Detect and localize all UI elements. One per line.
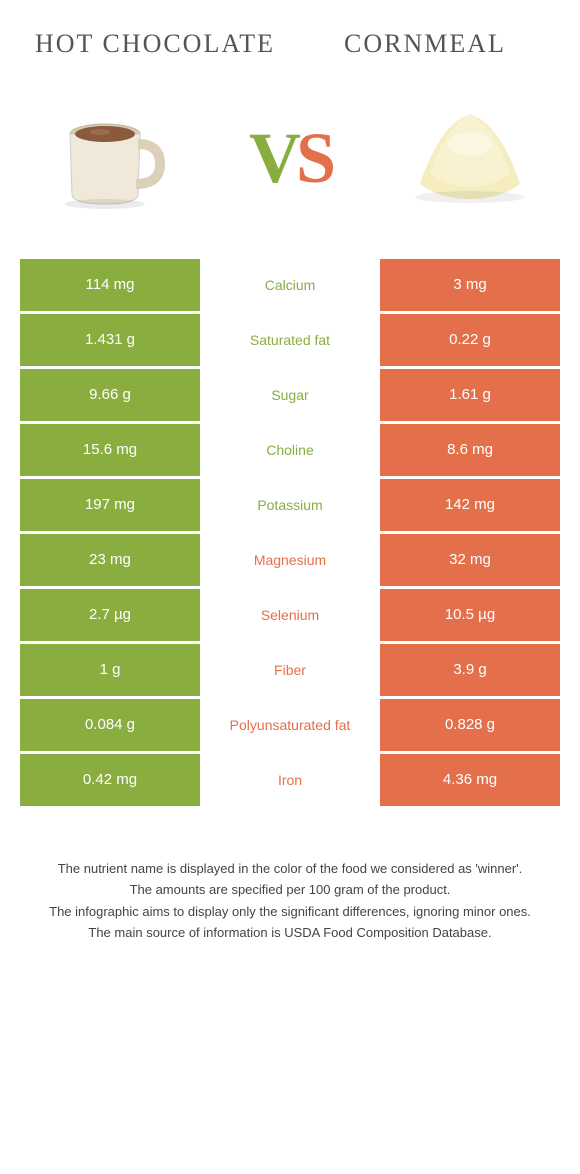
left-value: 23 mg xyxy=(20,534,200,586)
nutrient-label: Fiber xyxy=(200,644,380,696)
footer-line-4: The main source of information is USDA F… xyxy=(30,923,550,943)
left-value: 0.084 g xyxy=(20,699,200,751)
nutrient-label: Magnesium xyxy=(200,534,380,586)
table-row: 197 mgPotassium142 mg xyxy=(20,479,560,534)
left-value: 2.7 µg xyxy=(20,589,200,641)
table-row: 1 gFiber3.9 g xyxy=(20,644,560,699)
nutrient-label: Saturated fat xyxy=(200,314,380,366)
vs-s: S xyxy=(296,118,331,198)
footer-line-1: The nutrient name is displayed in the co… xyxy=(30,859,550,879)
nutrient-label: Potassium xyxy=(200,479,380,531)
left-food-title: Hot chocolate xyxy=(30,30,290,59)
right-value: 4.36 mg xyxy=(380,754,560,806)
table-row: 0.084 gPolyunsaturated fat0.828 g xyxy=(20,699,560,754)
nutrient-label: Choline xyxy=(200,424,380,476)
header-row: Hot chocolate Cornmeal xyxy=(0,0,580,69)
footer-notes: The nutrient name is displayed in the co… xyxy=(0,809,580,943)
nutrient-label: Polyunsaturated fat xyxy=(200,699,380,751)
table-row: 2.7 µgSelenium10.5 µg xyxy=(20,589,560,644)
right-value: 1.61 g xyxy=(380,369,560,421)
left-value: 15.6 mg xyxy=(20,424,200,476)
left-value: 1 g xyxy=(20,644,200,696)
right-value: 32 mg xyxy=(380,534,560,586)
footer-line-3: The infographic aims to display only the… xyxy=(30,902,550,922)
right-value: 8.6 mg xyxy=(380,424,560,476)
vs-label: VS xyxy=(249,117,331,200)
footer-line-2: The amounts are specified per 100 gram o… xyxy=(30,880,550,900)
right-value: 0.828 g xyxy=(380,699,560,751)
right-value: 3.9 g xyxy=(380,644,560,696)
nutrient-table: 114 mgCalcium3 mg1.431 gSaturated fat0.2… xyxy=(20,259,560,809)
right-value: 0.22 g xyxy=(380,314,560,366)
nutrient-label: Sugar xyxy=(200,369,380,421)
vs-v: V xyxy=(249,118,296,198)
table-row: 15.6 mgCholine8.6 mg xyxy=(20,424,560,479)
table-row: 9.66 gSugar1.61 g xyxy=(20,369,560,424)
left-value: 0.42 mg xyxy=(20,754,200,806)
nutrient-label: Calcium xyxy=(200,259,380,311)
table-row: 114 mgCalcium3 mg xyxy=(20,259,560,314)
cornmeal-icon xyxy=(400,89,540,229)
nutrient-label: Iron xyxy=(200,754,380,806)
left-value: 9.66 g xyxy=(20,369,200,421)
table-row: 0.42 mgIron4.36 mg xyxy=(20,754,560,809)
right-value: 142 mg xyxy=(380,479,560,531)
nutrient-label: Selenium xyxy=(200,589,380,641)
right-food-title: Cornmeal xyxy=(290,30,550,59)
right-value: 10.5 µg xyxy=(380,589,560,641)
left-value: 1.431 g xyxy=(20,314,200,366)
table-row: 1.431 gSaturated fat0.22 g xyxy=(20,314,560,369)
left-value: 114 mg xyxy=(20,259,200,311)
right-value: 3 mg xyxy=(380,259,560,311)
images-row: VS xyxy=(0,69,580,259)
hot-chocolate-icon xyxy=(40,89,180,229)
infographic-container: Hot chocolate Cornmeal VS 114 xyxy=(0,0,580,943)
left-value: 197 mg xyxy=(20,479,200,531)
table-row: 23 mgMagnesium32 mg xyxy=(20,534,560,589)
